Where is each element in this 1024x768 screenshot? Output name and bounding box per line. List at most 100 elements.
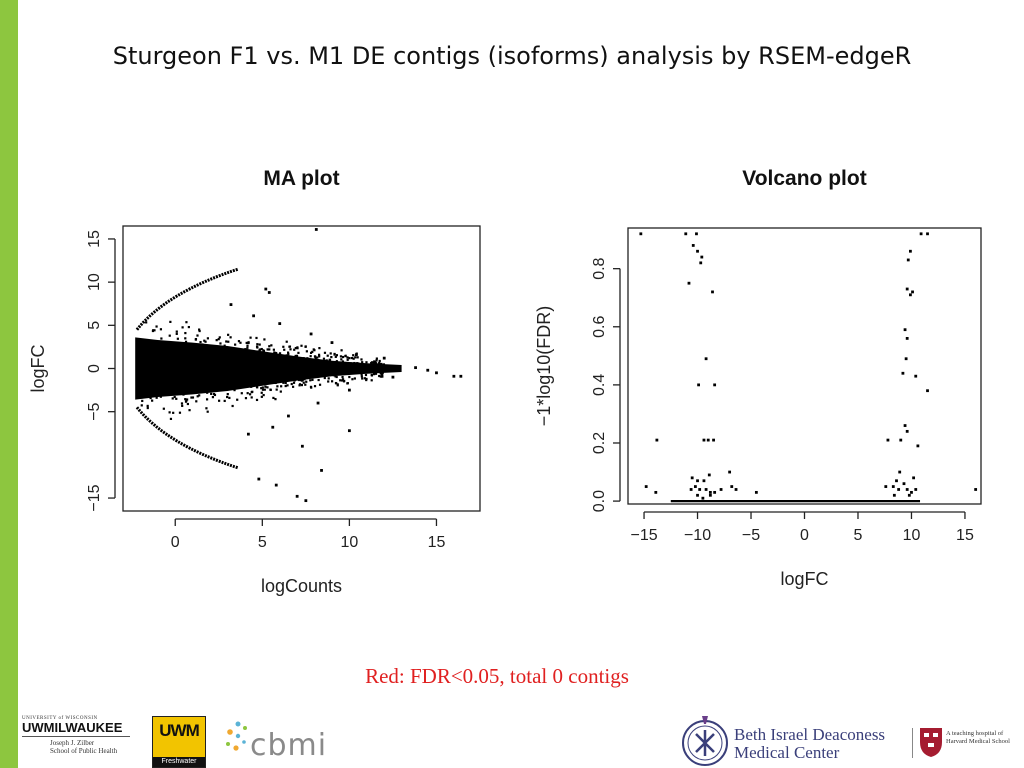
- ma-point: [211, 396, 215, 399]
- ma-point: [241, 356, 244, 359]
- ma-point: [294, 354, 297, 358]
- ma-point: [288, 359, 291, 363]
- y-tick-label: 0.8: [591, 257, 608, 279]
- ma-point: [191, 396, 195, 399]
- uwm-school-line-2: School of Public Health: [50, 747, 118, 755]
- ma-point: [330, 355, 333, 359]
- ma-point: [164, 377, 167, 380]
- ma-point: [264, 370, 267, 373]
- ma-point: [172, 386, 175, 389]
- ma-point: [188, 409, 191, 412]
- volcano-point: [916, 444, 920, 448]
- ma-point: [341, 355, 345, 359]
- ma-point: [290, 358, 293, 361]
- ma-point: [356, 364, 359, 367]
- ma-point: [371, 363, 374, 367]
- ma-point: [144, 376, 147, 380]
- volcano-point: [712, 438, 715, 442]
- ma-point: [299, 378, 302, 381]
- ma-point: [146, 404, 149, 408]
- ma-point: [205, 381, 209, 384]
- ma-point: [320, 469, 323, 472]
- ma-point: [374, 372, 378, 375]
- x-tick-label: 5: [258, 534, 267, 551]
- ma-point: [175, 330, 178, 333]
- ma-point: [217, 345, 220, 348]
- ma-point: [360, 375, 363, 378]
- ma-point: [222, 377, 225, 380]
- volcano-point: [905, 429, 909, 433]
- ma-point: [241, 385, 244, 388]
- ma-point: [157, 383, 160, 386]
- ma-point: [180, 392, 183, 396]
- volcano-point: [655, 438, 659, 442]
- ma-point: [161, 389, 164, 392]
- ma-point: [201, 343, 204, 346]
- ma-point: [139, 364, 142, 368]
- ma-point: [199, 355, 203, 358]
- ma-point: [262, 349, 265, 352]
- ma-point: [326, 354, 329, 357]
- ma-point: [334, 375, 337, 378]
- ma-point: [231, 374, 235, 377]
- ma-point: [219, 342, 222, 345]
- ma-point: [173, 347, 176, 351]
- volcano-point: [892, 493, 896, 497]
- ma-point: [224, 381, 227, 384]
- ma-point: [305, 380, 308, 383]
- ma-point: [172, 378, 176, 381]
- ma-point: [142, 346, 145, 350]
- ma-point: [251, 377, 254, 380]
- ma-point: [170, 375, 173, 378]
- ma-point: [159, 391, 162, 394]
- ma-point: [240, 392, 243, 395]
- ma-point: [203, 354, 206, 357]
- ma-point: [283, 348, 286, 351]
- ma-point: [295, 494, 299, 498]
- volcano-point: [689, 488, 693, 491]
- ma-point: [244, 351, 247, 354]
- ma-point: [159, 395, 162, 398]
- ma-point: [176, 349, 179, 352]
- volcano-point: [891, 485, 895, 488]
- ma-point: [204, 340, 207, 343]
- ma-point: [257, 350, 260, 353]
- ma-point: [256, 346, 259, 349]
- y-tick-label: 0.6: [591, 316, 608, 338]
- ma-point: [365, 378, 368, 382]
- y-tick-label: 5: [86, 321, 103, 330]
- ma-point: [227, 340, 230, 343]
- ma-point: [291, 362, 294, 365]
- ma-point: [206, 391, 209, 394]
- ma-point: [205, 407, 208, 410]
- ma-point: [346, 358, 349, 361]
- x-tick-label: 15: [956, 527, 974, 544]
- ma-point: [270, 378, 273, 382]
- ma-point: [346, 382, 349, 385]
- cbmi-dots-icon: [226, 721, 247, 751]
- ma-point: [275, 388, 278, 391]
- ma-point: [139, 391, 142, 394]
- ma-point: [351, 378, 354, 381]
- ma-point: [211, 360, 214, 363]
- ma-point: [236, 398, 239, 401]
- ma-point: [223, 344, 226, 347]
- ma-point: [363, 364, 366, 367]
- ma-point: [156, 343, 159, 346]
- ma-point: [142, 350, 145, 353]
- ma-point: [145, 386, 149, 389]
- bidmc-seal-icon: [682, 716, 728, 766]
- ma-point: [245, 341, 248, 345]
- ma-point: [172, 357, 175, 361]
- ma-point: [184, 342, 188, 345]
- ma-point: [185, 399, 188, 402]
- ma-point: [305, 350, 308, 353]
- ma-point: [252, 355, 255, 359]
- ma-point: [236, 361, 239, 364]
- ma-point: [299, 360, 302, 363]
- volcano-point: [919, 232, 923, 236]
- ma-point: [224, 387, 227, 390]
- ma-point: [313, 365, 316, 368]
- ma-point: [352, 354, 355, 357]
- ma-point: [268, 356, 271, 359]
